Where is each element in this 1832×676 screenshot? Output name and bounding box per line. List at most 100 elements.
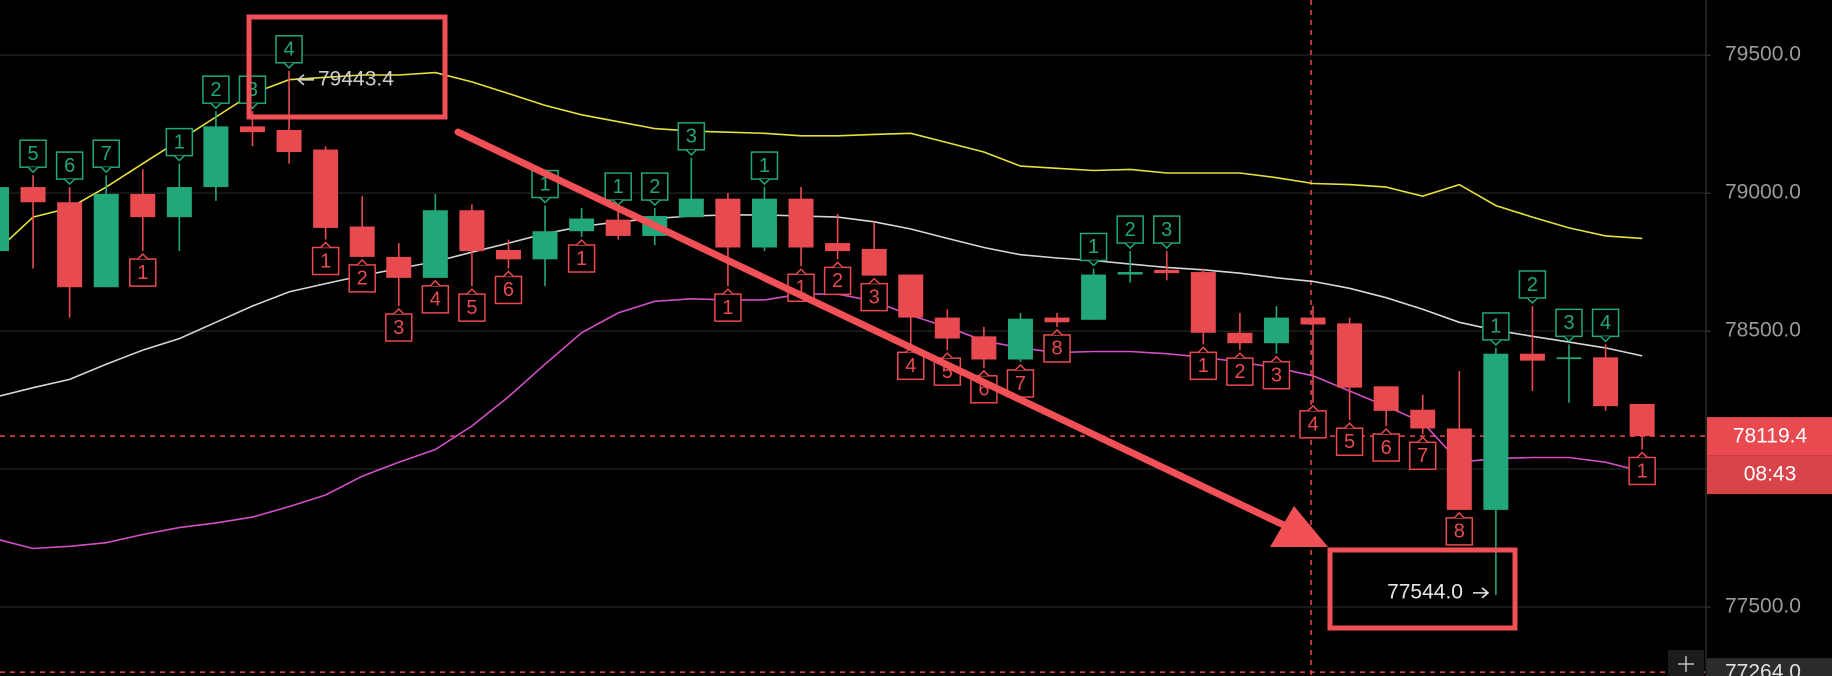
count-box	[1189, 351, 1218, 381]
annotations: 79443.4 77544.0	[246, 14, 1518, 631]
count-label: 3	[393, 317, 404, 339]
count-pointer	[137, 253, 149, 260]
candle-body	[1556, 357, 1582, 360]
last-price-tag	[1707, 417, 1832, 456]
count-label: 1	[795, 277, 806, 299]
count-box	[1262, 360, 1291, 390]
candle-body	[313, 149, 339, 228]
crosshair-price-label: 77264.0	[1725, 661, 1801, 676]
candle-body	[1117, 272, 1143, 275]
count-pointer	[283, 62, 295, 69]
count-label: 4	[905, 355, 916, 377]
moving-average-line	[0, 71, 1643, 249]
count-box	[129, 258, 157, 287]
count-pointer	[832, 261, 844, 268]
candle-body	[569, 218, 595, 232]
candle-body	[861, 248, 887, 276]
count-pointer	[1344, 422, 1356, 429]
count-label: 2	[210, 79, 221, 101]
candle-body	[788, 198, 814, 248]
count-label: 1	[174, 131, 185, 153]
candle-body	[422, 210, 448, 278]
candle-body	[1154, 269, 1180, 274]
count-box	[1372, 433, 1400, 462]
count-box	[311, 246, 340, 276]
count-pointer	[758, 178, 771, 186]
count-pointer	[722, 288, 734, 295]
candle-body	[130, 193, 156, 218]
count-box	[1079, 232, 1108, 262]
count-label: 1	[539, 173, 550, 195]
marker-arrow	[1473, 587, 1490, 599]
count-pointer	[320, 241, 332, 249]
count-box	[1591, 308, 1620, 338]
count-label: 6	[1381, 437, 1392, 459]
count-label: 6	[503, 279, 514, 301]
count-box	[1299, 410, 1327, 439]
candle-body	[166, 187, 192, 218]
count-box	[494, 275, 523, 305]
count-label: 2	[832, 270, 843, 292]
count-label: 5	[28, 143, 39, 165]
candle-body	[386, 256, 412, 278]
y-tick-label: 79500.0	[1725, 43, 1801, 66]
count-pointer	[649, 199, 661, 207]
count-box	[92, 139, 120, 168]
count-box	[348, 264, 376, 293]
count-label: 2	[1527, 274, 1538, 296]
candle-body	[1300, 317, 1326, 325]
count-label: 4	[1307, 414, 1318, 436]
count-label: 3	[1563, 312, 1574, 334]
count-box	[1408, 441, 1437, 471]
count-box	[604, 172, 632, 201]
count-pointer	[1600, 335, 1612, 343]
highlight-box	[246, 14, 448, 120]
count-label: 1	[1490, 316, 1501, 338]
count-box	[165, 127, 194, 157]
count-label: 1	[1637, 460, 1648, 482]
candle-body	[1483, 353, 1509, 510]
count-box	[1152, 215, 1181, 244]
count-box	[897, 351, 925, 381]
highlight-box	[1327, 547, 1518, 631]
moving-average-line	[0, 293, 1643, 550]
plus-icon	[1678, 656, 1694, 672]
count-label: 4	[283, 39, 294, 61]
y-tick-label: 78500.0	[1725, 319, 1801, 342]
candle-body	[1044, 317, 1070, 323]
count-label: 3	[1161, 219, 1172, 241]
candle-body	[1373, 386, 1399, 411]
zoom-button[interactable]	[1668, 650, 1704, 676]
candle-body	[495, 249, 521, 260]
count-label: 5	[1344, 431, 1355, 453]
candle-body	[1190, 272, 1216, 333]
marker-arrow	[296, 74, 314, 86]
count-pointer	[64, 178, 76, 186]
candle-body	[203, 126, 229, 188]
count-box	[458, 293, 486, 322]
count-pointer	[173, 155, 185, 162]
candle-body	[239, 126, 265, 133]
count-pointer	[1088, 259, 1100, 267]
count-pointer	[429, 279, 441, 287]
countdown-tag	[1707, 455, 1832, 495]
count-label: 1	[1088, 236, 1099, 258]
count-box	[238, 75, 267, 104]
count-pointer	[1197, 346, 1209, 353]
count-box	[641, 172, 669, 201]
count-pointer	[1636, 451, 1648, 459]
count-box	[55, 151, 84, 180]
candle-body	[898, 274, 924, 318]
candle-body	[1410, 409, 1436, 429]
candle-body	[934, 317, 960, 339]
count-pointer	[210, 102, 222, 110]
candle-body	[1263, 317, 1289, 344]
count-pointer	[685, 149, 697, 156]
count-pointer	[466, 288, 478, 295]
candle-body	[1629, 403, 1655, 437]
count-pointer	[27, 166, 39, 174]
count-label: 1	[320, 250, 331, 272]
candle-body	[57, 202, 83, 288]
